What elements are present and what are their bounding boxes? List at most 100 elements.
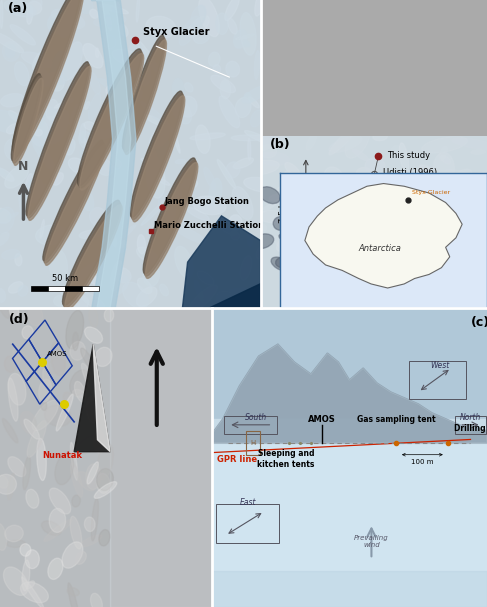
Text: Sleeping and
kitchen tents: Sleeping and kitchen tents xyxy=(258,449,315,469)
Ellipse shape xyxy=(66,310,84,349)
Ellipse shape xyxy=(98,78,125,94)
Ellipse shape xyxy=(36,129,42,136)
Ellipse shape xyxy=(132,96,185,222)
Ellipse shape xyxy=(281,214,292,227)
Ellipse shape xyxy=(220,80,231,99)
Ellipse shape xyxy=(28,0,42,12)
Ellipse shape xyxy=(93,129,104,153)
Ellipse shape xyxy=(107,210,116,247)
Ellipse shape xyxy=(112,49,146,68)
Ellipse shape xyxy=(104,35,116,49)
Ellipse shape xyxy=(99,530,110,546)
Ellipse shape xyxy=(399,143,409,173)
Ellipse shape xyxy=(342,246,355,277)
Ellipse shape xyxy=(233,158,254,169)
Ellipse shape xyxy=(284,256,307,275)
Ellipse shape xyxy=(56,394,73,431)
Ellipse shape xyxy=(378,279,401,304)
Ellipse shape xyxy=(0,0,3,29)
Ellipse shape xyxy=(71,463,83,497)
Ellipse shape xyxy=(447,169,472,192)
Ellipse shape xyxy=(40,399,47,410)
Ellipse shape xyxy=(250,234,274,249)
Ellipse shape xyxy=(80,0,93,13)
Ellipse shape xyxy=(244,92,252,103)
Ellipse shape xyxy=(213,65,221,73)
Ellipse shape xyxy=(358,248,396,257)
Ellipse shape xyxy=(67,588,79,596)
Ellipse shape xyxy=(248,138,251,160)
Ellipse shape xyxy=(396,225,411,237)
Ellipse shape xyxy=(375,232,382,237)
Ellipse shape xyxy=(269,194,284,201)
Ellipse shape xyxy=(27,6,33,24)
Ellipse shape xyxy=(430,184,453,208)
Ellipse shape xyxy=(80,535,102,547)
Ellipse shape xyxy=(73,390,84,398)
Ellipse shape xyxy=(227,18,237,34)
Ellipse shape xyxy=(81,348,94,370)
Ellipse shape xyxy=(45,145,105,265)
Ellipse shape xyxy=(179,16,200,46)
Ellipse shape xyxy=(187,16,209,37)
Ellipse shape xyxy=(282,231,308,244)
Polygon shape xyxy=(182,216,261,308)
Ellipse shape xyxy=(25,550,39,569)
Text: Antarctica: Antarctica xyxy=(359,245,402,253)
Text: Stenni et al. (2000): Stenni et al. (2000) xyxy=(356,255,436,263)
Ellipse shape xyxy=(254,50,260,80)
Ellipse shape xyxy=(37,65,42,72)
Ellipse shape xyxy=(48,558,63,580)
Bar xyxy=(212,443,487,607)
Ellipse shape xyxy=(172,189,181,200)
Ellipse shape xyxy=(33,96,39,106)
Ellipse shape xyxy=(193,196,226,215)
Ellipse shape xyxy=(306,134,316,150)
Ellipse shape xyxy=(39,184,51,195)
Ellipse shape xyxy=(84,121,96,130)
Ellipse shape xyxy=(70,370,90,395)
Ellipse shape xyxy=(94,481,117,498)
Ellipse shape xyxy=(27,1,42,15)
Ellipse shape xyxy=(70,260,100,285)
Ellipse shape xyxy=(321,282,362,295)
Ellipse shape xyxy=(96,469,113,490)
Ellipse shape xyxy=(104,308,113,322)
Ellipse shape xyxy=(329,126,357,155)
Ellipse shape xyxy=(96,473,110,493)
Text: Kwak et al. (2015): Kwak et al. (2015) xyxy=(372,208,448,217)
Ellipse shape xyxy=(51,342,66,376)
Text: Mario Zucchelli Station: Mario Zucchelli Station xyxy=(154,221,264,230)
Ellipse shape xyxy=(408,200,450,215)
Ellipse shape xyxy=(391,272,405,286)
Ellipse shape xyxy=(107,93,128,121)
Ellipse shape xyxy=(70,516,82,549)
Ellipse shape xyxy=(250,110,262,127)
Ellipse shape xyxy=(14,0,82,154)
Ellipse shape xyxy=(304,253,324,269)
Ellipse shape xyxy=(474,230,487,244)
Ellipse shape xyxy=(216,291,246,316)
Ellipse shape xyxy=(211,75,235,93)
Ellipse shape xyxy=(249,97,259,108)
Ellipse shape xyxy=(13,0,81,152)
Ellipse shape xyxy=(232,186,253,219)
Ellipse shape xyxy=(118,24,128,36)
Ellipse shape xyxy=(248,232,253,246)
Ellipse shape xyxy=(276,257,291,268)
Ellipse shape xyxy=(274,236,302,264)
Text: This study: This study xyxy=(387,151,431,160)
Ellipse shape xyxy=(255,0,266,16)
Ellipse shape xyxy=(362,268,407,285)
Ellipse shape xyxy=(73,332,78,350)
Ellipse shape xyxy=(141,158,156,164)
Ellipse shape xyxy=(195,125,210,154)
Ellipse shape xyxy=(433,152,454,185)
Ellipse shape xyxy=(146,163,198,279)
Ellipse shape xyxy=(5,525,23,541)
Ellipse shape xyxy=(75,381,86,402)
Ellipse shape xyxy=(127,39,142,78)
Ellipse shape xyxy=(9,305,19,317)
Ellipse shape xyxy=(89,308,98,327)
Ellipse shape xyxy=(306,195,322,206)
